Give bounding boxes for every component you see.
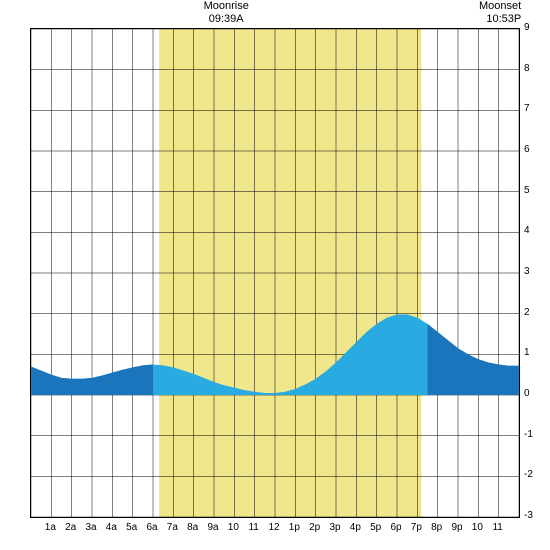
moonrise-label: Moonrise 09:39A	[196, 0, 256, 26]
y-tick-label: 9	[524, 22, 530, 33]
moonset-label: Moonset 10:53P	[465, 0, 521, 26]
y-tick-label: -3	[524, 510, 533, 521]
tide-chart: Moonrise 09:39A Moonset 10:53P 1a 2a 3a 4a 5…	[0, 0, 550, 550]
y-tick-label: 6	[524, 144, 530, 155]
chart-header: Moonrise 09:39A Moonset 10:53P	[0, 0, 550, 28]
x-tick-label: 6p	[390, 522, 401, 533]
x-tick-label: 11	[248, 522, 258, 533]
x-tick-label: 1a	[45, 522, 56, 533]
y-tick-label: 3	[524, 266, 530, 277]
plot-svg	[31, 29, 519, 517]
x-tick-label: 10	[472, 522, 483, 533]
x-tick-label: 9p	[451, 522, 462, 533]
x-tick-label: 3a	[85, 522, 96, 533]
x-tick-label: 9a	[207, 522, 218, 533]
x-tick-label: 7p	[411, 522, 422, 533]
x-tick-label: 2p	[309, 522, 320, 533]
y-tick-label: 5	[524, 185, 530, 196]
x-tick-label: 2a	[65, 522, 76, 533]
x-tick-label: 3p	[329, 522, 340, 533]
plot-area	[30, 28, 520, 518]
x-tick-label: 5p	[370, 522, 381, 533]
moonrise-title: Moonrise	[196, 0, 256, 13]
x-tick-label: 11	[492, 522, 502, 533]
x-tick-label: 10	[228, 522, 239, 533]
x-tick-label: 4p	[350, 522, 361, 533]
y-tick-label: -1	[524, 429, 533, 440]
x-tick-label: 1p	[289, 522, 300, 533]
x-tick-label: 6a	[146, 522, 157, 533]
moonrise-time: 09:39A	[196, 13, 256, 26]
y-tick-label: 1	[524, 347, 530, 358]
moonset-time: 10:53P	[465, 13, 521, 26]
y-tick-label: -2	[524, 469, 533, 480]
moonset-title: Moonset	[465, 0, 521, 13]
x-tick-label: 8a	[187, 522, 198, 533]
x-tick-label: 4a	[106, 522, 117, 533]
x-tick-label: 5a	[126, 522, 137, 533]
x-tick-label: 7a	[167, 522, 178, 533]
y-tick-label: 8	[524, 63, 530, 74]
y-tick-label: 0	[524, 388, 530, 399]
x-tick-label: 12	[268, 522, 279, 533]
y-tick-label: 2	[524, 307, 530, 318]
y-tick-label: 4	[524, 225, 530, 236]
x-tick-label: 8p	[431, 522, 442, 533]
y-tick-label: 7	[524, 103, 530, 114]
